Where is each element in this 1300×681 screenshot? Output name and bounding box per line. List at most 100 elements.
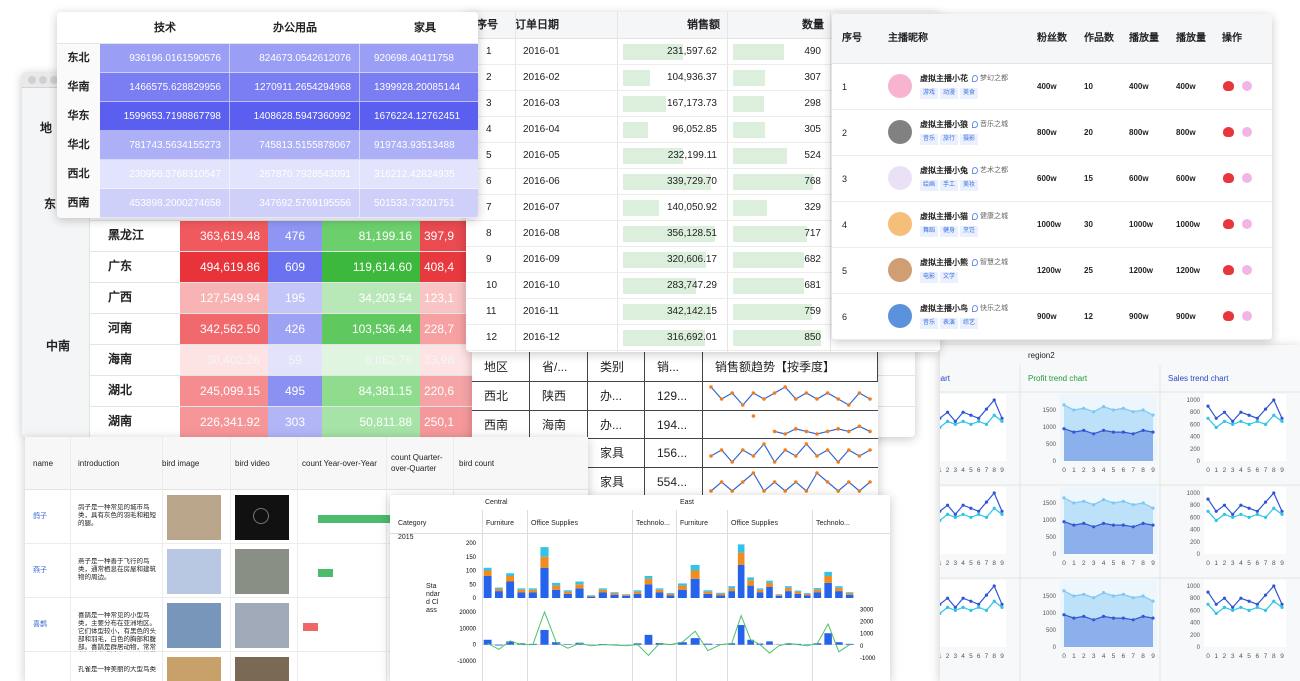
like-button[interactable] [1223,81,1234,91]
row-number: 11 [486,306,497,317]
x-tick-label: 6 [1256,467,1260,474]
x-tick-label: 7 [985,467,989,474]
fans: 1200w [1037,266,1062,275]
sales-label: 320,606.17 [666,254,717,265]
message-button[interactable] [1242,81,1252,91]
stack-segment [540,547,549,557]
point [1121,406,1125,410]
point [984,593,989,597]
x-tick-label: 5 [969,467,973,474]
plays: 900w [1129,312,1149,321]
row-header: 东北 [57,44,100,73]
x-tick-label: 1 [940,467,942,474]
point [1141,408,1145,412]
column-header: 序号 [842,33,862,44]
avatar [888,304,912,328]
message-button[interactable] [1242,173,1252,183]
point [961,596,965,600]
trend-point [868,448,872,452]
like-button[interactable] [1223,219,1234,229]
plot-area [940,580,1006,647]
point [1263,407,1268,411]
trend-point [709,488,713,493]
row-label: Standard Class [426,583,440,614]
message-button[interactable] [1242,219,1252,229]
bar [737,625,745,645]
like-button[interactable] [1223,173,1234,183]
trend-point [730,391,734,395]
y-tick-label: 1500 [1043,594,1057,600]
quantity-label: 759 [804,306,821,317]
quantity-bar [733,226,808,242]
cell-text: 家具 [600,446,625,460]
point [1255,509,1259,513]
message-button[interactable] [1242,311,1252,321]
point [977,605,981,609]
message-button[interactable] [1242,127,1252,137]
plays: 900w [1176,312,1196,321]
heat-cell: 342,562.50 [180,314,268,344]
x-tick-label: 9 [1151,653,1155,660]
x-tick-label: 6 [1122,653,1126,660]
point [1062,427,1066,431]
point [1092,503,1096,507]
point [1131,525,1135,529]
sales-bar [623,148,683,164]
column-header: 主播昵称 [888,33,928,44]
avatar [888,212,912,236]
x-tick-label: 5 [1112,467,1116,474]
stack-segment [803,593,811,594]
stack-segment [622,595,631,598]
stack-segment [494,591,503,598]
anchor-city: 梦幻之都 [980,75,1008,82]
cell: 海南 [530,410,588,439]
point [1072,616,1076,620]
message-button[interactable] [1242,265,1252,275]
trend-point [762,397,766,401]
point [953,605,957,609]
row-number: 3 [486,98,492,109]
column-line [297,437,298,681]
stack-segment [775,595,783,598]
trend-point [804,488,809,493]
heat-cell: 347692.5769195556 [230,189,360,218]
y-tick-label: 600 [1190,608,1201,614]
province: 广东 [108,259,133,273]
point [1131,618,1135,622]
works: 10 [1084,82,1093,91]
point [1214,518,1218,523]
trend-grid: region2 Sales trend chart Profit trend cha… [940,345,1300,681]
point [1062,613,1066,617]
stack-segment [677,583,687,586]
point [977,416,981,420]
x-tick-label: 9 [1280,653,1284,660]
point [1111,594,1116,598]
x-tick-label: 2 [1082,467,1086,474]
anchor-name: 虚拟主播小兔 [920,166,968,175]
order-date: 2016-11 [523,306,559,317]
stack-segment [703,591,713,594]
quantity-bar [733,278,804,294]
x-tick-label: 8 [1141,467,1145,474]
column-header: 播放量 [1176,33,1206,44]
column-header: 作品数 [1084,33,1114,44]
point [1111,408,1116,412]
column-header: 技术 [154,22,176,34]
stack-segment [747,585,754,598]
y-tick-label: 1000 [1187,398,1201,404]
trend-point [825,429,830,433]
like-button[interactable] [1223,265,1234,275]
location-icon [972,305,978,312]
trend-point [825,448,830,452]
stack-segment [552,585,561,590]
y2-tick-label: 3000 [860,608,874,614]
like-button[interactable] [1223,127,1234,137]
heat-cell: 781743.5634155273 [100,131,230,160]
stack-segment [845,593,854,595]
heat-cell: 103,536.44 [322,314,420,344]
quantity-label: 490 [804,46,821,57]
column-line [727,510,728,681]
heat-cell: 34,203.54 [322,283,420,313]
like-button[interactable] [1223,311,1234,321]
point [1272,491,1276,495]
